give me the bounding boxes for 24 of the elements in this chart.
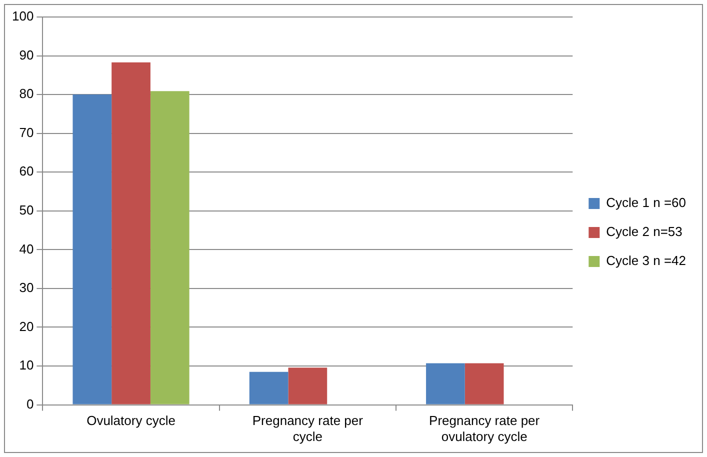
y-tick-label: 60 <box>19 164 34 179</box>
bar <box>426 363 465 404</box>
legend-label: Cycle 1 n =60 <box>606 195 686 210</box>
y-tick-label: 20 <box>19 318 34 334</box>
legend-label: Cycle 3 n =42 <box>606 253 686 268</box>
y-tick-label: 30 <box>19 280 34 296</box>
bar <box>464 363 504 404</box>
x-tick-label: Pregnancy rate per ovulatory cycle <box>429 413 540 444</box>
y-tick-label: 50 <box>19 202 34 218</box>
bar <box>288 368 328 404</box>
y-tick-label: 80 <box>19 86 34 102</box>
bar <box>72 94 112 404</box>
y-tick-label: 40 <box>19 241 34 256</box>
y-tick-label: 10 <box>19 358 34 373</box>
legend-label: Cycle 2 n=53 <box>606 224 682 240</box>
y-tick-label: 100 <box>12 8 34 24</box>
bar <box>112 62 150 404</box>
y-tick-label: 0 <box>26 396 34 412</box>
x-tick-label: Ovulatory cycle <box>86 413 176 428</box>
y-tick-label: 90 <box>19 47 34 62</box>
y-tick-label: 70 <box>19 124 34 140</box>
x-tick-label: Pregnancy rate per cycle <box>252 413 364 444</box>
bar <box>249 372 288 404</box>
bar <box>150 91 190 404</box>
